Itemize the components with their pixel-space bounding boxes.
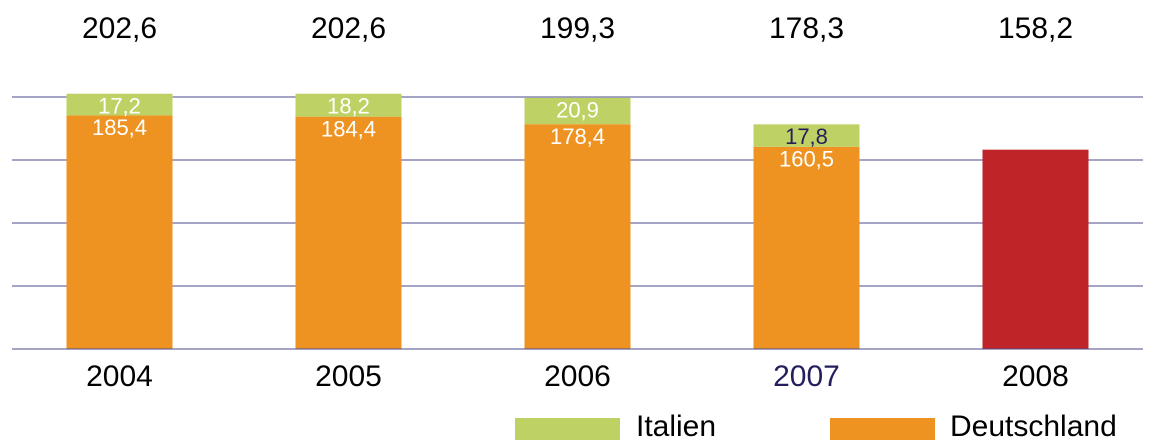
total-label: 178,3 [769,12,844,45]
data-label: 185,4 [92,115,147,140]
data-label: 17,2 [98,94,141,119]
bar-segment [524,124,631,349]
x-tick-label: 2006 [544,360,611,393]
x-tick-label: 2007 [773,360,840,393]
bar-segment [295,93,402,117]
legend-label: Deutschland [950,410,1117,443]
data-label: 20,9 [556,98,599,123]
legend-swatch [830,418,935,440]
x-tick-label: 2005 [315,360,382,393]
legend-label: Italien [636,410,716,443]
data-label: 18,2 [327,94,370,119]
total-label: 158,2 [998,12,1073,45]
bar-segment [753,146,860,349]
data-label: 178,4 [550,124,605,149]
total-label: 199,3 [540,12,615,45]
bar [982,149,1089,349]
total-label: 202,6 [311,12,386,45]
bar-segment [66,115,173,349]
x-tick-label: 2008 [1002,360,1069,393]
data-label: 184,4 [321,116,376,141]
data-label: 17,8 [785,124,828,149]
data-label: 160,5 [779,147,834,172]
bar-segment [524,97,631,125]
bar-segment [295,116,402,349]
total-label: 202,6 [82,12,157,45]
bar-segment [66,93,173,116]
x-tick-label: 2004 [86,360,153,393]
bar-segment [753,124,860,147]
legend-swatch [515,418,620,440]
